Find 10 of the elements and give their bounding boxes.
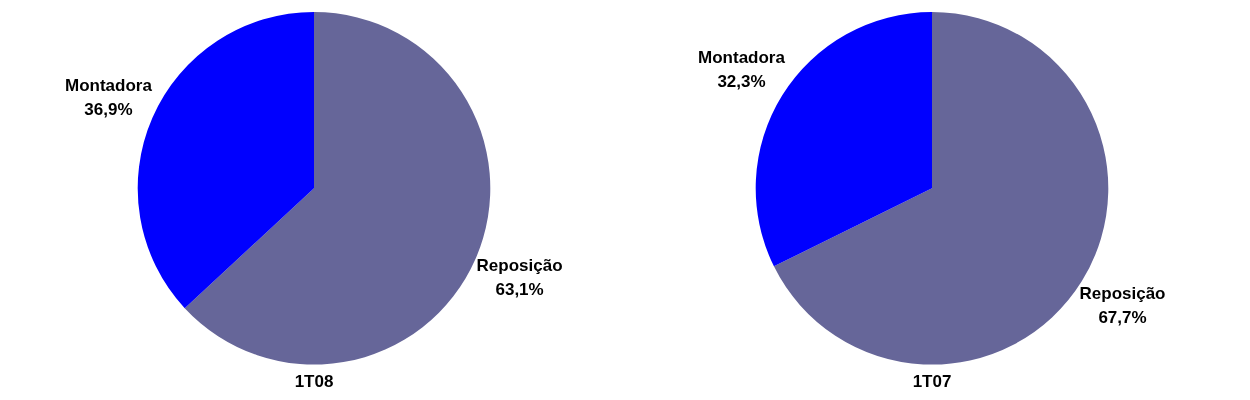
slice-label: Reposição: [476, 255, 563, 275]
text: 1T07: [912, 372, 952, 392]
data-label: 36,9%: [84, 100, 133, 120]
data-label: 32,3%: [717, 71, 766, 91]
data-label: 63,1%: [495, 279, 544, 299]
text: 1T08: [294, 372, 334, 392]
slice-label: Reposição: [1079, 284, 1166, 304]
data-label: 67,7%: [1098, 308, 1147, 328]
slice-label: Montadora: [64, 76, 153, 96]
slice-label: Montadora: [698, 47, 786, 67]
